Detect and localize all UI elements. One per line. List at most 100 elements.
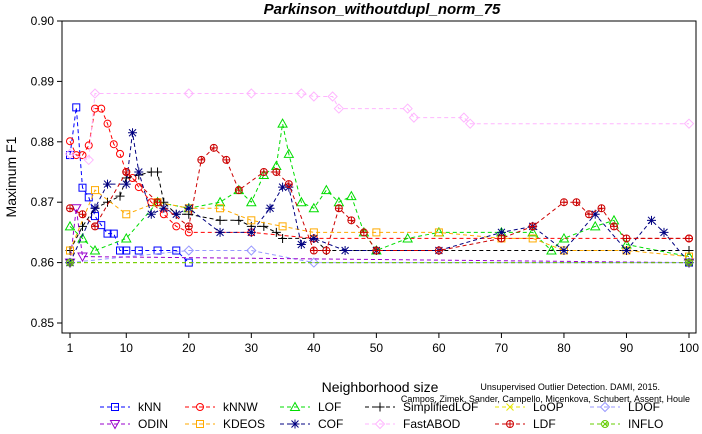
data-point-knnw bbox=[97, 104, 106, 113]
data-point-ldf bbox=[597, 204, 606, 213]
data-point-kdeos bbox=[91, 186, 100, 195]
data-point-ldf bbox=[359, 228, 368, 237]
data-point-cof bbox=[296, 239, 306, 249]
series-line-fastabod bbox=[69, 93, 689, 161]
data-point-cof bbox=[340, 246, 350, 256]
legend-item-kdeos: KDEOS bbox=[185, 417, 265, 431]
data-point-ldf bbox=[197, 155, 206, 164]
data-point-knnw bbox=[66, 137, 74, 146]
legend-item-odin: ODIN bbox=[100, 417, 168, 431]
data-point-ldf bbox=[272, 168, 281, 176]
data-point-fastabod bbox=[408, 112, 420, 123]
data-point-lof bbox=[558, 232, 570, 243]
data-point-knn bbox=[91, 212, 100, 221]
x-tick-label: 50 bbox=[370, 341, 384, 355]
data-point-lof bbox=[283, 148, 295, 158]
data-point-lof bbox=[320, 184, 332, 195]
data-point-cof bbox=[246, 227, 256, 237]
legend-swatch-marker bbox=[506, 420, 514, 428]
data-point-fastabod bbox=[308, 91, 320, 102]
legend-item-ldf: LDF bbox=[495, 417, 556, 431]
data-point-ldf bbox=[334, 204, 343, 213]
data-point-cof bbox=[128, 128, 138, 138]
data-point-knnw bbox=[116, 149, 125, 158]
x-tick-label: 90 bbox=[620, 341, 634, 355]
data-point-ldf bbox=[153, 198, 162, 207]
legend-label: LDF bbox=[533, 417, 556, 431]
legend-label: kNNW bbox=[223, 400, 258, 414]
data-point-kdeos bbox=[278, 222, 287, 231]
data-point-knnw bbox=[103, 119, 112, 128]
data-point-lof bbox=[402, 232, 413, 243]
data-point-knnw bbox=[84, 141, 93, 150]
data-point-inflo bbox=[66, 258, 74, 267]
data-point-fastabod bbox=[296, 88, 307, 99]
data-point-ldf bbox=[259, 168, 268, 176]
data-point-kdeos bbox=[434, 228, 443, 237]
data-point-cof bbox=[265, 203, 275, 213]
series-line-cof bbox=[69, 132, 690, 263]
data-point-lof bbox=[346, 190, 357, 201]
data-point-fastabod bbox=[458, 112, 470, 123]
data-point-cof bbox=[278, 182, 288, 192]
legend-swatch-marker bbox=[290, 419, 300, 429]
x-tick-label: 80 bbox=[557, 341, 571, 355]
data-point-lof bbox=[214, 196, 226, 207]
data-point-simplifiedlof bbox=[78, 221, 88, 231]
data-point-simplifiedlof bbox=[271, 227, 281, 237]
data-point-ldf bbox=[91, 222, 100, 231]
x-tick-label: 30 bbox=[245, 341, 259, 355]
data-point-lof bbox=[64, 220, 76, 231]
data-point-lof bbox=[527, 226, 539, 237]
data-point-knnw bbox=[134, 183, 143, 192]
data-point-knn bbox=[116, 246, 125, 255]
legend-swatch-marker bbox=[111, 403, 119, 411]
legend-swatch-marker bbox=[601, 420, 609, 428]
watermark-line-2: Unsupervised Outlier Detection. DAMI, 20… bbox=[480, 382, 660, 392]
data-point-ldf bbox=[528, 222, 537, 231]
data-point-kdeos bbox=[528, 234, 537, 243]
y-axis-label: Maximum F1 bbox=[3, 136, 19, 217]
data-point-odin bbox=[77, 252, 88, 263]
legend-item-fastabod: FastABOD bbox=[365, 417, 461, 431]
x-tick-label: 40 bbox=[307, 341, 321, 355]
data-point-ldf bbox=[497, 234, 506, 243]
data-point-cof bbox=[121, 179, 131, 189]
y-tick-label: 0.85 bbox=[31, 316, 55, 330]
data-point-lof bbox=[546, 245, 557, 255]
x-axis-label: Neighborhood size bbox=[322, 379, 439, 395]
data-point-ldf bbox=[559, 198, 568, 207]
data-point-kdeos bbox=[66, 246, 74, 255]
data-point-kdeos bbox=[372, 228, 381, 237]
data-point-ldof bbox=[308, 257, 320, 268]
data-point-knnw bbox=[78, 151, 87, 160]
data-point-cof bbox=[90, 203, 100, 213]
data-point-ldf bbox=[622, 234, 631, 243]
legend-item-knn: kNN bbox=[100, 400, 161, 414]
data-point-kdeos bbox=[247, 216, 256, 225]
data-point-ldf bbox=[584, 210, 593, 219]
data-point-cof bbox=[215, 227, 225, 237]
data-point-fastabod bbox=[333, 103, 345, 114]
data-point-ldf bbox=[209, 143, 218, 152]
data-point-ldf bbox=[609, 222, 618, 231]
series-line-lof bbox=[69, 123, 690, 258]
y-tick-label: 0.88 bbox=[31, 135, 55, 149]
data-point-knn bbox=[97, 221, 106, 230]
data-point-knnw bbox=[172, 222, 181, 231]
x-tick-label: 1 bbox=[67, 341, 74, 355]
data-point-fastabod bbox=[64, 148, 76, 160]
legend-item-lof: LOF bbox=[280, 400, 341, 414]
legend-swatch-marker bbox=[196, 403, 204, 411]
x-tick-label: 20 bbox=[182, 341, 196, 355]
data-point-cof bbox=[103, 179, 113, 189]
data-point-lof bbox=[589, 220, 601, 231]
data-point-lof bbox=[245, 196, 257, 207]
data-point-knn bbox=[134, 246, 143, 255]
series-inflo bbox=[66, 258, 693, 267]
legend-label: FastABOD bbox=[403, 417, 461, 431]
data-point-fastabod bbox=[246, 88, 257, 99]
x-axis: 1 10 20 30 40 50 60 70 80 90 100 bbox=[67, 333, 699, 355]
data-point-cof bbox=[309, 233, 319, 243]
